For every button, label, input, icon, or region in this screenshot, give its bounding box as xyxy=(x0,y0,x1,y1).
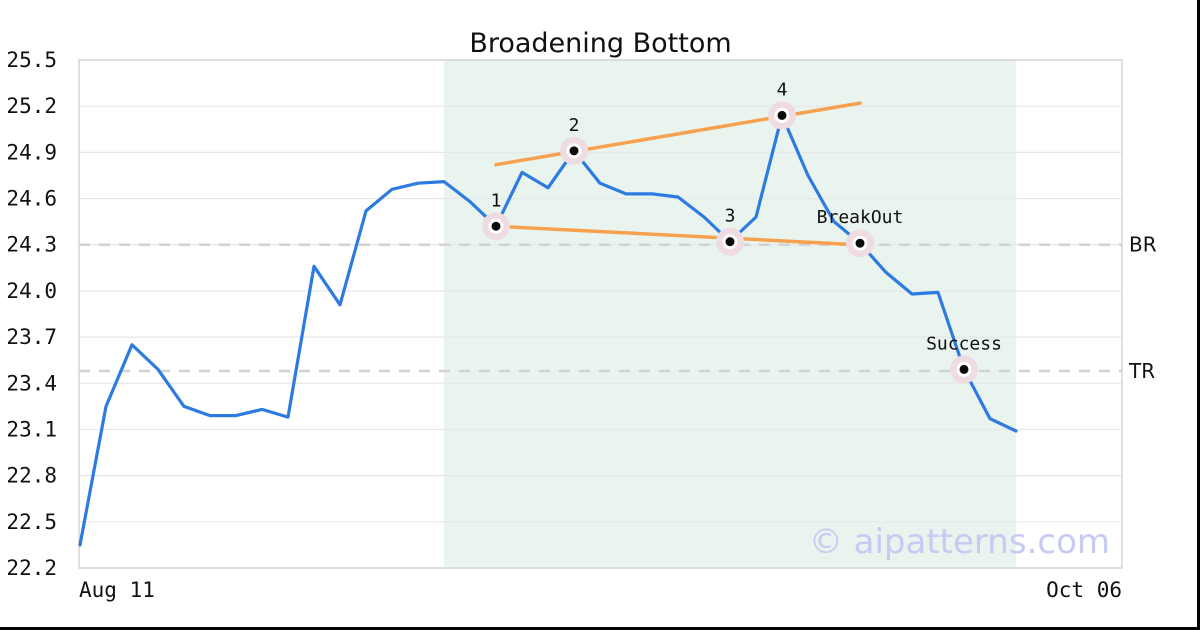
y-tick-label: 25.2 xyxy=(6,94,57,118)
key-point-label: 3 xyxy=(725,206,736,227)
x-tick-label-start: Aug 11 xyxy=(79,578,155,602)
y-tick-label: 22.2 xyxy=(6,556,57,580)
key-point-label: 1 xyxy=(491,190,502,211)
key-point-label: 4 xyxy=(777,79,788,100)
upper-trendline xyxy=(494,101,862,167)
plot-frame xyxy=(78,59,1123,569)
key-point-label: Success xyxy=(926,333,1002,354)
y-tick-label: 24.0 xyxy=(6,279,57,303)
y-tick-label: 22.5 xyxy=(6,510,57,534)
y-tick-label: 25.5 xyxy=(6,48,57,72)
key-point-label: BreakOut xyxy=(817,207,904,228)
y-tick-label: 23.4 xyxy=(6,371,57,395)
key-point-dot xyxy=(725,237,735,247)
key-point-dot xyxy=(569,146,579,156)
card-right-border xyxy=(1197,0,1200,630)
key-point-label: 2 xyxy=(569,115,580,136)
watermark: © aipatterns.com xyxy=(809,522,1110,562)
pattern-zone xyxy=(444,60,1016,568)
y-tick-label: 24.9 xyxy=(6,140,57,164)
level-label: TR xyxy=(1128,359,1155,383)
y-tick-label: 24.3 xyxy=(6,233,57,257)
key-point-dot xyxy=(491,221,501,231)
lower-trendline xyxy=(494,224,860,247)
y-tick-label: 22.8 xyxy=(6,464,57,488)
level-label: BR xyxy=(1129,233,1157,257)
key-point-dot xyxy=(959,364,969,374)
key-point-dot xyxy=(855,238,865,248)
y-tick-label: 23.1 xyxy=(6,417,57,441)
y-tick-label: 23.7 xyxy=(6,325,57,349)
card-bottom-border xyxy=(0,627,1200,630)
x-tick-label-end: Oct 06 xyxy=(1046,578,1122,602)
y-tick-label: 24.6 xyxy=(6,187,57,211)
key-point-dot xyxy=(777,110,787,120)
chart-title: Broadening Bottom xyxy=(469,28,731,59)
